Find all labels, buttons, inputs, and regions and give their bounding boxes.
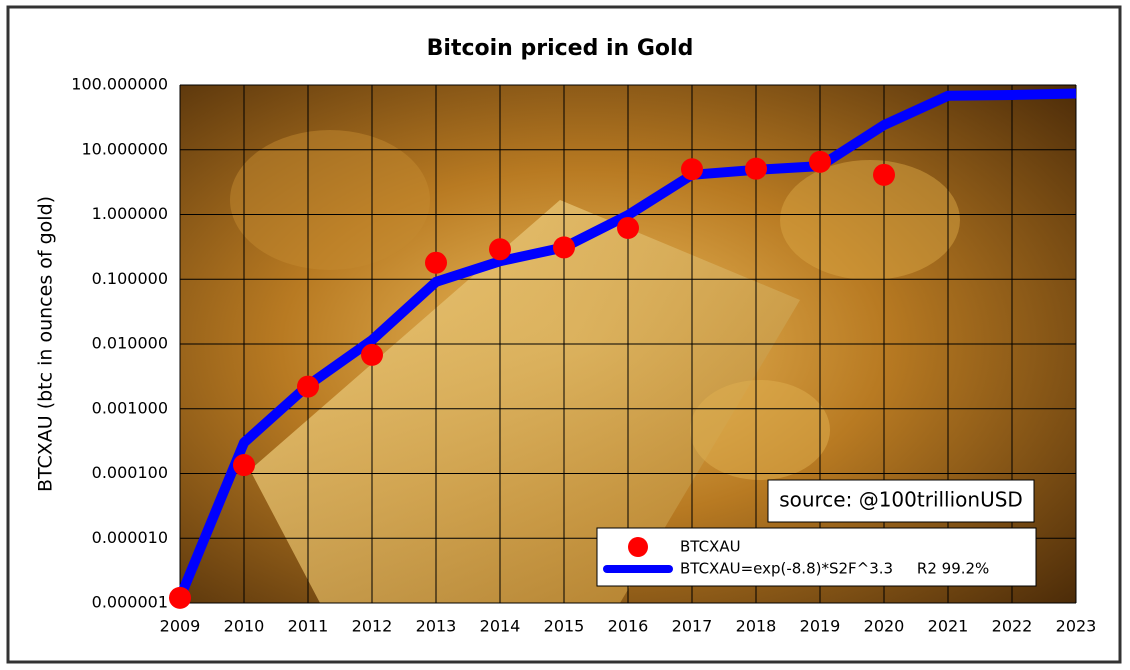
- y-tick-label: 10.000000: [81, 139, 168, 158]
- x-tick-label: 2021: [928, 617, 969, 636]
- data-point: [681, 158, 703, 181]
- annotation: source: @100trillionUSD: [779, 488, 1023, 512]
- x-tick-label: 2011: [288, 617, 329, 636]
- y-tick-label: 1.000000: [92, 204, 168, 223]
- data-point: [233, 454, 255, 477]
- legend-label: BTCXAU=exp(-8.8)*S2F^3.3 R2 99.2%: [680, 560, 989, 578]
- data-point: [745, 157, 767, 180]
- data-point: [297, 375, 319, 398]
- y-tick-label: 100.000000: [71, 75, 168, 94]
- x-tick-label: 2012: [352, 617, 393, 636]
- x-tick-label: 2023: [1056, 617, 1097, 636]
- y-axis-label: BTCXAU (btc in ounces of gold): [35, 196, 57, 492]
- x-tick-label: 2015: [544, 617, 585, 636]
- x-tick-label: 2009: [160, 617, 201, 636]
- x-tick-label: 2017: [672, 617, 713, 636]
- chart-title: Bitcoin priced in Gold: [427, 36, 694, 61]
- x-tick-label: 2010: [224, 617, 265, 636]
- x-tick-label: 2016: [608, 617, 649, 636]
- x-tick-label: 2019: [800, 617, 841, 636]
- annotation-box: [767, 479, 1035, 523]
- y-tick-label: 0.000001: [92, 593, 168, 612]
- data-point: [169, 586, 191, 609]
- legend-label: BTCXAU: [680, 538, 741, 556]
- data-point: [873, 163, 895, 186]
- data-point: [489, 238, 511, 261]
- y-tick-label: 0.000010: [92, 528, 168, 547]
- x-tick-label: 2018: [736, 617, 777, 636]
- data-point: [617, 216, 639, 239]
- y-tick-label: 0.010000: [92, 334, 168, 353]
- x-tick-label: 2022: [992, 617, 1033, 636]
- x-tick-label: 2013: [416, 617, 457, 636]
- legend-swatch: [628, 537, 648, 557]
- x-tick-label: 2020: [864, 617, 905, 636]
- x-tick-label: 2014: [480, 617, 521, 636]
- y-tick-label: 0.000100: [92, 463, 168, 482]
- data-point: [553, 236, 575, 259]
- legend-box: [596, 527, 1037, 587]
- fit-line: [175, 88, 1077, 600]
- y-tick-label: 0.001000: [92, 398, 168, 417]
- y-tick-label: 0.100000: [92, 269, 168, 288]
- data-point: [425, 251, 447, 274]
- data-point: [361, 343, 383, 366]
- data-point: [809, 150, 831, 173]
